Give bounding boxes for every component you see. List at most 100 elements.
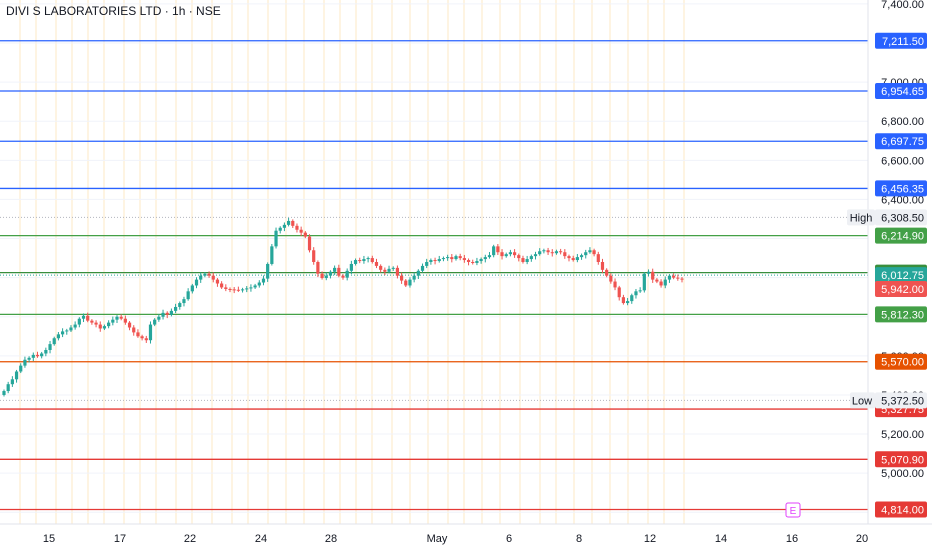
candle-body-95: [399, 275, 404, 281]
candle-body-42: [178, 303, 182, 307]
candle-body-60: [253, 285, 257, 288]
candle-body-61: [257, 282, 261, 286]
candle-body-3: [14, 371, 19, 380]
candle-body-28: [119, 316, 123, 319]
candle-body-142: [596, 254, 600, 262]
candle-body-53: [224, 287, 228, 289]
candle-body-89: [374, 262, 379, 266]
time-tick-label: 22: [184, 533, 196, 545]
candle-body-101: [425, 262, 429, 266]
level-tag-10-box: [875, 501, 927, 518]
time-tick-label: 12: [644, 533, 656, 545]
candle-body-68: [286, 220, 291, 225]
candle-body-54: [228, 288, 232, 290]
level-tag-9-box: [875, 451, 927, 468]
candle-body-20: [86, 315, 90, 321]
candle-body-75: [316, 262, 320, 274]
candle-body-141: [592, 250, 596, 255]
candle-body-11: [48, 344, 52, 350]
candle-body-27: [115, 316, 119, 320]
candle-body-115: [483, 257, 487, 260]
candle-body-123: [517, 255, 521, 259]
high-value-tag-box: [875, 209, 927, 226]
candle-body-143: [600, 262, 605, 270]
price-tick-label: 6,400.00: [881, 194, 924, 206]
candle-body-37: [157, 316, 161, 320]
level-tag-6-label: 5,812.30: [881, 309, 924, 321]
candle-body-78: [328, 271, 333, 276]
candle-body-108: [454, 256, 458, 260]
candle-body-7: [31, 354, 35, 358]
candle-body-6: [27, 357, 31, 360]
current-price-tag-label: 6,012.75: [881, 270, 924, 282]
candle-body-40: [169, 310, 174, 315]
candle-body-29: [123, 318, 127, 323]
candle-body-118: [496, 246, 500, 253]
candle-body-96: [404, 280, 408, 286]
candle-body-70: [295, 225, 299, 230]
candle-body-34: [144, 338, 148, 341]
level-tag-4-label: 6,214.90: [881, 231, 924, 243]
candle-body-109: [458, 256, 462, 259]
price-tick-label: 7,400.00: [881, 0, 924, 11]
candle-body-0: [2, 391, 6, 395]
level-tag-6-box: [875, 306, 927, 323]
candle-body-133: [559, 251, 563, 253]
candle-body-94: [395, 267, 400, 276]
candle-body-157: [659, 281, 663, 286]
price-tick-label: 5,000.00: [881, 468, 924, 480]
candle-body-79: [333, 267, 337, 272]
candle-body-87: [366, 258, 370, 260]
candle-body-160: [672, 275, 676, 278]
level-tag-4-box: [875, 227, 927, 244]
candle-body-50: [211, 275, 215, 280]
level-tag-7-box: [875, 353, 927, 370]
candle-body-100: [420, 265, 425, 271]
candle-body-16: [69, 327, 73, 331]
candle-body-154: [646, 271, 651, 274]
candle-body-56: [236, 289, 240, 291]
candle-body-156: [655, 279, 659, 282]
time-tick-label: 8: [576, 533, 582, 545]
candle-body-17: [73, 324, 77, 328]
candle-body-41: [173, 306, 178, 311]
level-tag-10-label: 4,814.00: [881, 505, 924, 517]
candle-body-117: [492, 246, 496, 256]
candle-body-81: [341, 275, 345, 278]
candle-body-4: [19, 365, 23, 372]
candle-body-116: [487, 255, 492, 258]
candle-body-69: [291, 220, 295, 226]
candle-body-19: [81, 315, 86, 319]
candle-body-82: [345, 270, 349, 278]
low-value-tag-label: 5,372.50: [881, 395, 924, 407]
time-tick-label: 6: [506, 533, 512, 545]
level-tag-2-label: 6,697.75: [881, 136, 924, 148]
candle-body-91: [383, 269, 387, 272]
candle-body-84: [353, 260, 358, 264]
candle-body-43: [182, 299, 186, 304]
low-word-label: Low: [852, 395, 872, 407]
high-value-tag-label: 6,308.50: [881, 212, 924, 224]
high-word-box: [847, 209, 875, 226]
horizontal-gridlines: [0, 3, 868, 513]
candle-body-159: [667, 275, 672, 280]
candle-body-12: [52, 338, 56, 345]
candle-body-38: [161, 312, 165, 317]
candle-body-32: [136, 332, 140, 337]
candle-body-137: [575, 257, 579, 261]
candle-body-1: [6, 384, 10, 392]
candle-body-93: [391, 267, 395, 269]
price-tick-label: 6,800.00: [881, 116, 924, 128]
candle-body-45: [190, 285, 194, 292]
time-tick-label: 14: [715, 533, 727, 545]
vertical-gridlines: [19, 0, 685, 524]
candle-body-130: [546, 250, 550, 253]
candle-body-62: [261, 278, 266, 283]
time-tick-label: May: [427, 533, 448, 545]
candle-body-46: [194, 279, 199, 286]
candle-body-30: [127, 322, 132, 328]
candle-body-33: [140, 336, 144, 339]
candle-body-114: [479, 259, 483, 262]
earnings-event-marker[interactable]: E: [785, 502, 801, 518]
